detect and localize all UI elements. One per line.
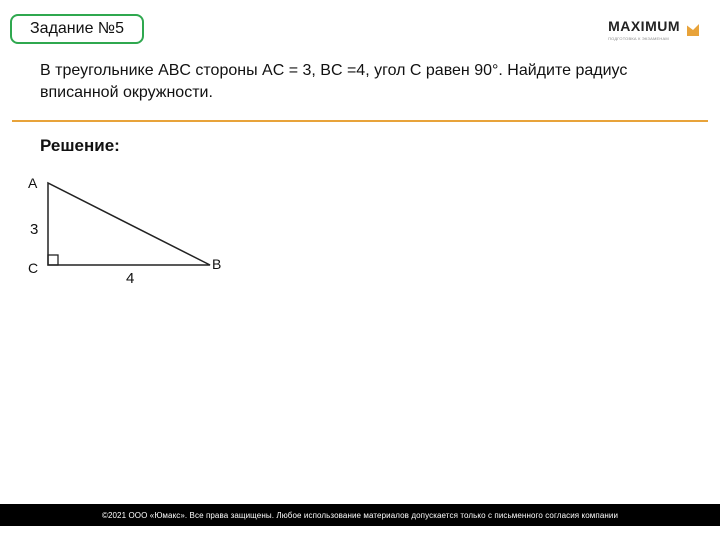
triangle-svg [30,165,270,305]
right-angle-marker [48,255,58,265]
triangle-shape [48,183,210,265]
problem-statement: В треугольнике ABC стороны AC = 3, BC =4… [40,60,680,105]
logo-text: MAXIMUM [608,18,680,34]
vertex-label-a: A [28,175,37,191]
side-label-cb: 4 [126,270,134,287]
divider [12,120,708,122]
side-label-ac: 3 [30,221,38,238]
brand-logo: MAXIMUM ПОДГОТОВКА К ЭКЗАМЕНАМ [608,18,702,41]
task-badge: Задание №5 [10,14,144,44]
logo-icon [684,21,702,39]
solution-heading: Решение: [40,136,120,156]
logo-subtext: ПОДГОТОВКА К ЭКЗАМЕНАМ [608,36,680,41]
vertex-label-b: B [212,256,221,272]
footer-copyright: ©2021 ООО «Юмакс». Все права защищены. Л… [0,504,720,526]
triangle-diagram: A C B 3 4 [30,165,270,305]
vertex-label-c: C [28,260,38,276]
